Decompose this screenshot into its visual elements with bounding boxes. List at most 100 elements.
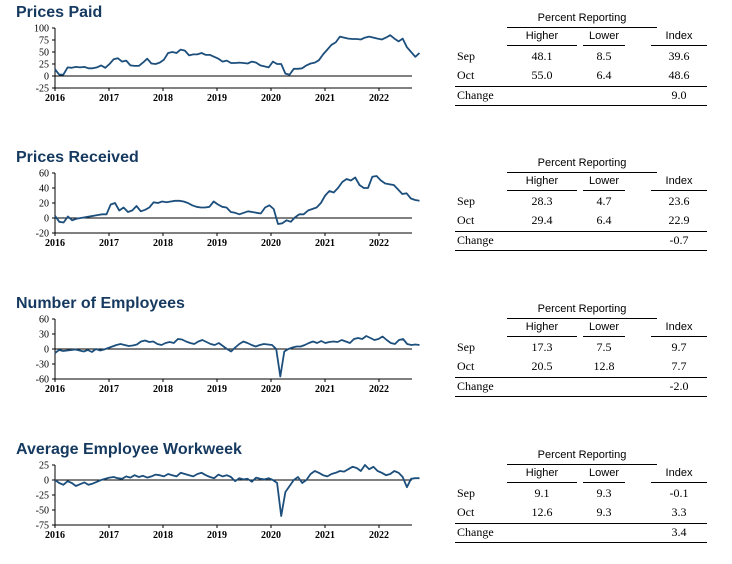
y-tick-label: 0: [44, 345, 49, 356]
cell-oct-higher: 29.4: [531, 213, 553, 227]
x-tick-label: 2016: [45, 238, 65, 249]
x-tick-label: 2019: [207, 238, 227, 249]
chart-title-number-of-employees: Number of Employees: [16, 295, 185, 312]
x-tick-label: 2016: [45, 384, 65, 395]
x-tick-label: 2018: [153, 93, 173, 104]
x-tick-label: 2017: [99, 530, 119, 541]
header-higher: Higher: [525, 321, 559, 333]
y-tick-label: 75: [39, 36, 49, 47]
cell-oct-index: 3.3: [671, 505, 687, 519]
x-tick-label: 2018: [153, 238, 173, 249]
y-tick-label: 0: [44, 476, 49, 487]
y-tick-label: 25: [39, 461, 49, 472]
cell-change-index: 3.4: [671, 525, 687, 539]
x-tick-label: 2017: [99, 238, 119, 249]
cell-oct-index: 22.9: [668, 213, 690, 227]
row-label-change: Change: [457, 525, 494, 539]
cell-sep-lower: 4.7: [596, 194, 612, 208]
header-index: Index: [665, 467, 693, 479]
header-higher: Higher: [525, 467, 559, 479]
y-tick-label: -50: [36, 506, 49, 517]
header-index: Index: [665, 30, 693, 42]
cell-sep-index: 9.7: [671, 340, 687, 354]
series-line: [54, 175, 420, 225]
header-higher: Higher: [525, 175, 559, 187]
y-tick-label: -30: [36, 360, 49, 371]
y-tick-label: 40: [39, 184, 49, 195]
y-tick-label: 50: [39, 48, 49, 59]
cell-sep-higher: 48.1: [531, 49, 553, 63]
x-tick-label: 2021: [315, 238, 335, 249]
header-index: Index: [665, 175, 693, 187]
x-tick-label: 2016: [45, 530, 65, 541]
row-label-sep: Sep: [457, 340, 475, 354]
x-tick-label: 2020: [261, 530, 281, 541]
cell-oct-higher: 12.6: [531, 505, 553, 519]
x-tick-label: 2019: [207, 530, 227, 541]
y-tick-label: 100: [34, 24, 49, 35]
header-percent-reporting: Percent Reporting: [537, 12, 627, 24]
cell-sep-lower: 7.5: [596, 340, 612, 354]
chart-title-prices-received: Prices Received: [16, 149, 139, 166]
x-tick-label: 2017: [99, 93, 119, 104]
header-lower: Lower: [589, 175, 619, 187]
x-tick-label: 2022: [369, 93, 389, 104]
y-tick-label: 30: [39, 330, 49, 341]
header-higher: Higher: [525, 30, 559, 42]
y-tick-label: -20: [36, 229, 49, 240]
row-label-change: Change: [457, 379, 494, 393]
cell-sep-index: 23.6: [668, 194, 690, 208]
cell-oct-index: 7.7: [671, 359, 687, 373]
cell-sep-index: 39.6: [668, 49, 690, 63]
x-tick-label: 2020: [261, 384, 281, 395]
row-label-oct: Oct: [457, 505, 475, 519]
y-tick-label: -60: [36, 375, 49, 386]
x-tick-label: 2020: [261, 238, 281, 249]
row-label-oct: Oct: [457, 359, 475, 373]
x-tick-label: 2016: [45, 93, 65, 104]
cell-sep-higher: 9.1: [534, 486, 550, 500]
chart-title-prices-paid: Prices Paid: [16, 4, 103, 21]
row-label-oct: Oct: [457, 68, 475, 82]
cell-sep-index: -0.1: [669, 486, 689, 500]
cell-oct-lower: 6.4: [596, 68, 612, 82]
cell-sep-higher: 17.3: [531, 340, 553, 354]
y-tick-label: -75: [36, 521, 49, 532]
cell-change-index: -0.7: [669, 233, 689, 247]
cell-oct-lower: 9.3: [596, 505, 612, 519]
series-line: [54, 335, 420, 378]
x-tick-label: 2018: [153, 530, 173, 541]
y-tick-label: 0: [44, 72, 49, 83]
header-percent-reporting: Percent Reporting: [537, 449, 627, 461]
cell-oct-higher: 20.5: [531, 359, 553, 373]
x-tick-label: 2021: [315, 530, 335, 541]
x-tick-label: 2017: [99, 384, 119, 395]
x-tick-label: 2019: [207, 384, 227, 395]
row-label-change: Change: [457, 233, 494, 247]
cell-oct-higher: 55.0: [531, 68, 553, 82]
row-label-sep: Sep: [457, 486, 475, 500]
header-lower: Lower: [589, 321, 619, 333]
x-tick-label: 2022: [369, 530, 389, 541]
series-line: [54, 464, 420, 517]
row-label-sep: Sep: [457, 194, 475, 208]
y-tick-label: 20: [39, 199, 49, 210]
y-tick-label: -25: [36, 491, 49, 502]
x-tick-label: 2021: [315, 384, 335, 395]
chart-title-average-employee-workweek: Average Employee Workweek: [16, 441, 242, 458]
x-tick-label: 2019: [207, 93, 227, 104]
x-tick-label: 2018: [153, 384, 173, 395]
header-lower: Lower: [589, 30, 619, 42]
x-tick-label: 2020: [261, 93, 281, 104]
cell-change-index: 9.0: [671, 88, 687, 102]
header-percent-reporting: Percent Reporting: [537, 303, 627, 315]
x-tick-label: 2021: [315, 93, 335, 104]
row-label-change: Change: [457, 88, 494, 102]
header-lower: Lower: [589, 467, 619, 479]
y-tick-label: 60: [39, 315, 49, 326]
y-tick-label: 25: [39, 60, 49, 71]
